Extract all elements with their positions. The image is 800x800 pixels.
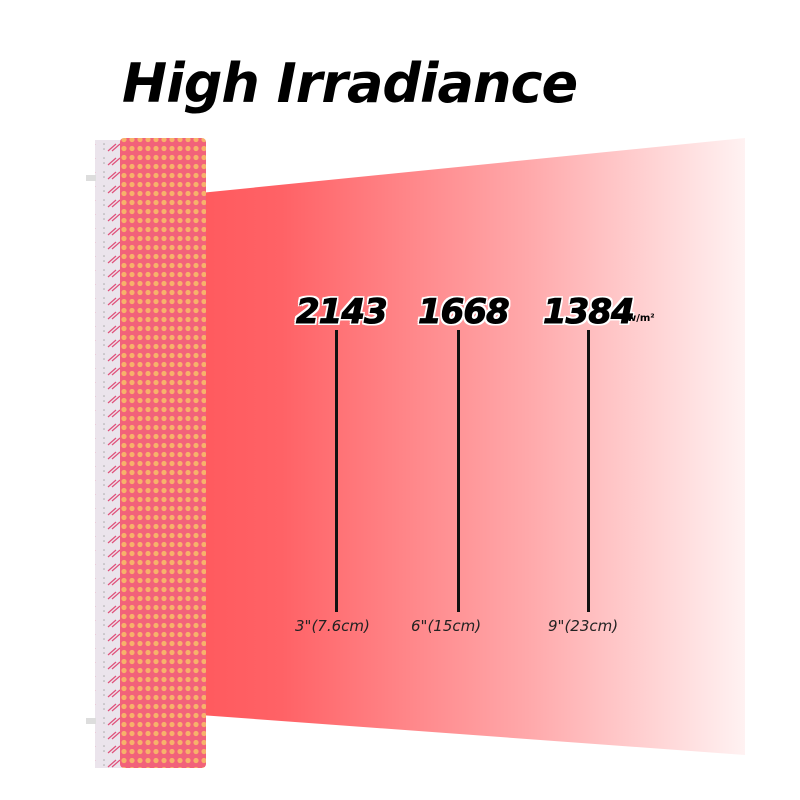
measure-line-1 bbox=[335, 330, 338, 612]
distance-label-3: 9"(23cm) bbox=[548, 617, 619, 635]
distance-label-1: 3"(7.6cm) bbox=[295, 617, 370, 635]
page-title: High Irradiance bbox=[122, 52, 578, 115]
bracket-top bbox=[86, 175, 96, 181]
distance-label-2: 6"(15cm) bbox=[411, 617, 482, 635]
light-beam bbox=[200, 138, 745, 755]
irradiance-unit: w/m² bbox=[627, 313, 655, 324]
irradiance-value-1: 2143 bbox=[296, 292, 389, 333]
irradiance-value-2: 1668 bbox=[418, 292, 511, 333]
measure-line-2 bbox=[457, 330, 460, 612]
panel-face-leds bbox=[120, 138, 206, 768]
bracket-bottom bbox=[86, 718, 96, 724]
panel-side bbox=[95, 140, 122, 768]
measure-line-3 bbox=[587, 330, 590, 612]
irradiance-value-3: 1384 bbox=[543, 292, 636, 333]
